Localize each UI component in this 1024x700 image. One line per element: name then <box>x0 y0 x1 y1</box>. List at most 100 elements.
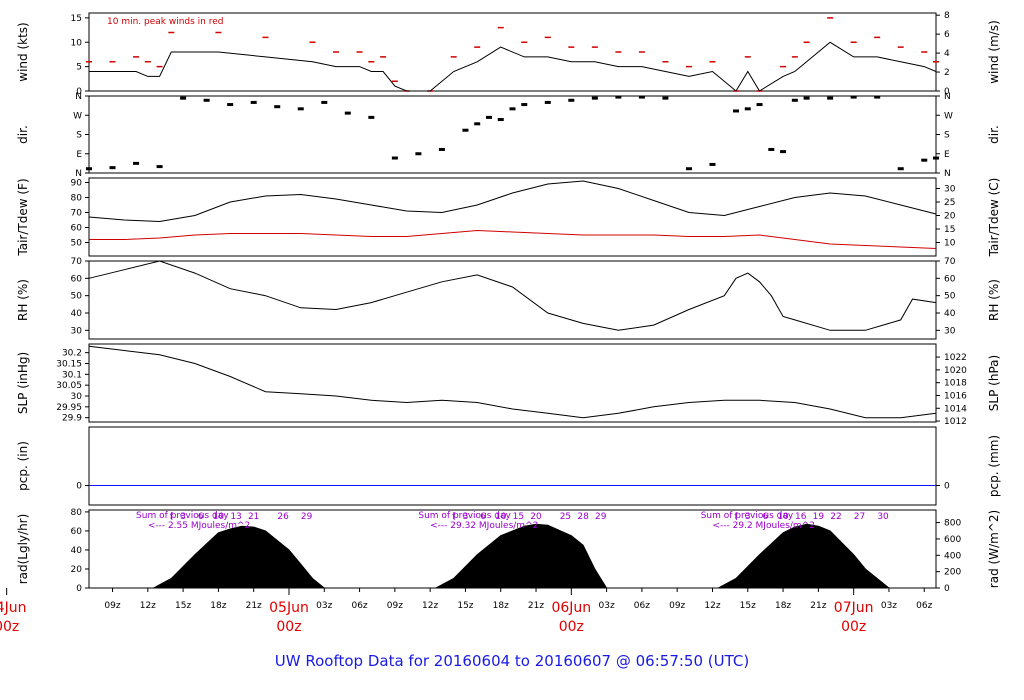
y-tick-label: 20 <box>71 565 83 575</box>
dir-point <box>344 111 351 115</box>
dir-point <box>86 167 92 171</box>
radiation-marker: f <box>734 512 738 522</box>
y-tick-label-right: 2 <box>944 68 950 78</box>
y-tick-label-right: 200 <box>944 568 961 578</box>
x-tick-label: 12z <box>140 601 156 611</box>
y-tick-label-right: 60 <box>944 274 956 284</box>
x-tick-label: 21z <box>246 601 262 611</box>
date-label: 04Jun <box>0 600 27 616</box>
y-tick-label: 30.2 <box>62 349 82 359</box>
x-tick-label: 12z <box>422 601 438 611</box>
series-line-slp-0 <box>88 345 937 419</box>
radiation-sum-note: Sum of previous day <box>701 511 794 521</box>
y-tick-label-right: 600 <box>944 535 961 545</box>
radiation-marker: 29 <box>301 512 313 522</box>
dir-point <box>250 100 257 104</box>
radiation-marker: 25 <box>560 512 571 522</box>
radiation-marker: 28 <box>577 512 589 522</box>
radiation-marker: f <box>452 512 456 522</box>
y-axis-label-left: Tair/Tdew (F) <box>16 178 30 256</box>
radiation-sum-note: <--- 2.55 MJoules/m^2 <box>148 521 250 531</box>
dir-point <box>933 156 939 160</box>
y-tick-label-right: 8 <box>944 11 950 21</box>
date-time-label: 00z <box>0 619 19 635</box>
dir-point <box>685 167 692 171</box>
dir-point <box>803 96 810 100</box>
radiation-sum-note: <--- 29.32 MJoules/m^2 <box>430 521 538 531</box>
radiation-area <box>153 523 890 589</box>
dir-point <box>321 100 328 104</box>
y-tick-label-right: 4 <box>944 49 950 59</box>
dir-point <box>109 166 116 170</box>
x-tick-label: 06z <box>351 601 367 611</box>
dir-point <box>615 95 622 99</box>
radiation-marker: 10 <box>213 512 225 522</box>
dir-point <box>662 96 669 100</box>
dir-point <box>921 158 928 162</box>
date-label: 07Jun <box>834 600 874 616</box>
y-tick-label-right: 800 <box>944 519 961 529</box>
y-tick-label: E <box>76 150 82 160</box>
y-tick-label-right: W <box>944 111 953 121</box>
dir-point <box>897 167 904 171</box>
x-tick-label: 09z <box>387 601 403 611</box>
y-tick-label-right: 0 <box>944 87 950 97</box>
dir-point <box>509 107 516 111</box>
y-tick-label: 60 <box>71 274 83 284</box>
y-tick-label-right: 20 <box>944 212 956 222</box>
y-tick-label-right: 40 <box>944 309 956 319</box>
series-line-rh-0 <box>88 260 937 331</box>
radiation-sum-note: Sum of previous day <box>418 511 511 521</box>
dir-point <box>780 150 787 154</box>
x-tick-label: 15z <box>175 601 191 611</box>
radiation-marker: 20 <box>530 512 542 522</box>
y-tick-label: 70 <box>71 209 83 219</box>
y-tick-label: 30.15 <box>56 360 82 370</box>
x-tick-label: 09z <box>104 601 120 611</box>
y-tick-label-right: N <box>944 169 951 179</box>
y-tick-label-right: E <box>944 150 950 160</box>
date-label: 06Jun <box>551 600 591 616</box>
radiation-marker: f <box>170 512 174 522</box>
dir-point <box>156 165 163 169</box>
dir-point <box>203 98 210 102</box>
radiation-marker: 22 <box>830 512 841 522</box>
chart-panels: wind (kts) wind (m/s) 0 5 10 15 0 2 4 6 8 10 min. p… <box>16 11 1001 594</box>
panel-frame <box>88 426 937 506</box>
dir-point <box>591 96 598 100</box>
panel-wind: wind (kts) wind (m/s) 0 5 10 15 0 2 4 6 8 10 min. p… <box>16 11 1001 97</box>
x-tick-label: 03z <box>599 601 615 611</box>
y-tick-label: W <box>73 111 82 121</box>
date-time-label: 00z <box>276 619 301 635</box>
x-tick-label: 06z <box>634 601 650 611</box>
y-tick-label-right: 1018 <box>944 379 967 389</box>
radiation-marker: 16 <box>795 512 807 522</box>
y-tick-label: 30 <box>71 326 83 336</box>
x-tick-label: 12z <box>704 601 720 611</box>
dir-point <box>709 162 716 166</box>
y-tick-label-right: 400 <box>944 551 961 561</box>
dir-point <box>497 118 504 122</box>
radiation-marker: 3 <box>745 512 751 522</box>
x-tick-label: 03z <box>316 601 332 611</box>
radiation-marker: 30 <box>877 512 889 522</box>
dir-point <box>568 98 575 102</box>
y-axis-label-left: SLP (inHg) <box>16 352 30 414</box>
radiation-marker: 27 <box>854 512 865 522</box>
y-tick-label-right: 0 <box>944 482 950 492</box>
dir-point <box>368 115 375 119</box>
y-tick-label-right: 1022 <box>944 353 967 363</box>
y-axis-label-right: pcp. (mm) <box>987 435 1001 497</box>
y-tick-label: 70 <box>71 257 83 267</box>
y-tick-label: 29.9 <box>62 414 82 424</box>
chart-title: UW Rooftop Data for 20160604 to 20160607… <box>275 652 749 670</box>
y-tick-label: 80 <box>71 508 83 518</box>
x-tick-label: 03z <box>881 601 897 611</box>
radiation-sum-note: Sum of previous day <box>136 511 229 521</box>
series-line-wind-1 <box>89 41 937 92</box>
y-tick-label-right: 1020 <box>944 366 967 376</box>
dir-point <box>850 95 857 99</box>
y-axis-label-left: rad(Lgly/hr) <box>16 514 30 585</box>
